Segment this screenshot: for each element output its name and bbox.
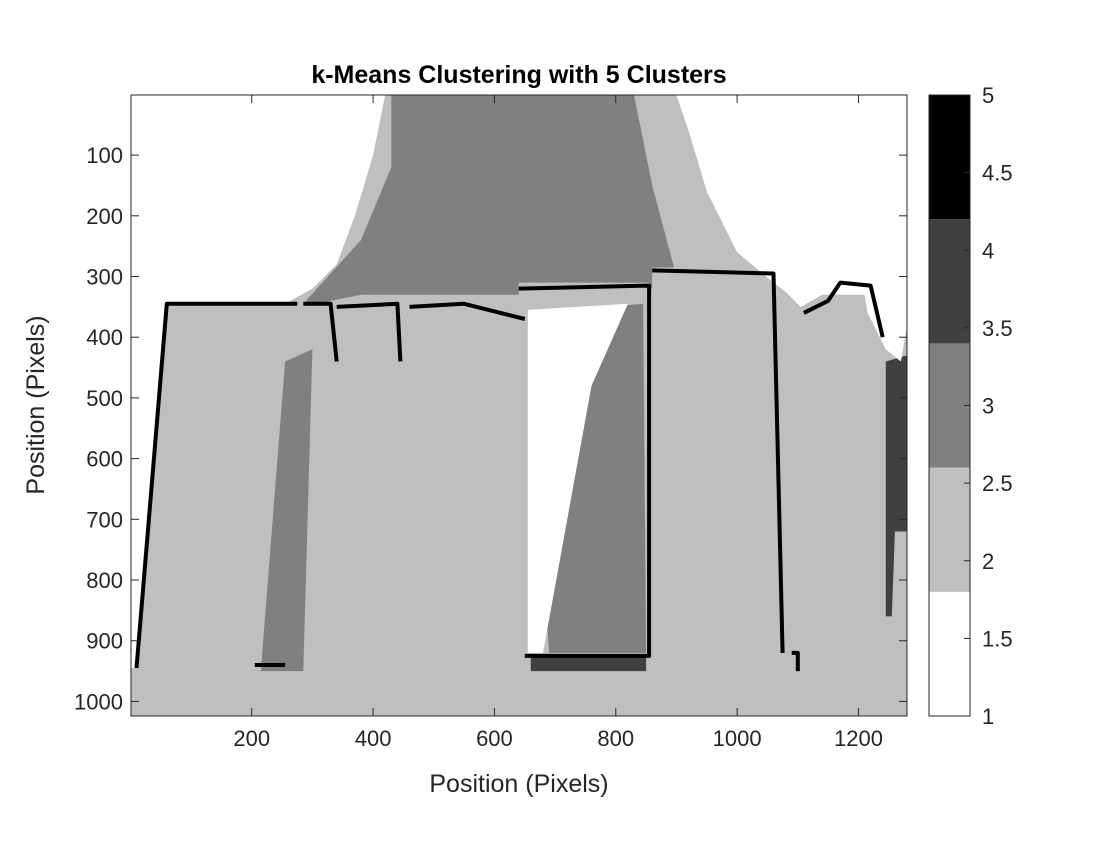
cluster-region-5 [260,349,313,672]
x-tick-label: 1200 [834,726,883,751]
cluster-region-10 [676,95,907,362]
x-tick-label: 1000 [713,726,762,751]
cluster-region-7 [527,303,628,653]
y-tick-label: 800 [86,568,123,593]
colorbar-tick-label: 3.5 [982,316,1013,341]
colorbar: 1 1.5 2 2.5 3 3.5 4 4.5 5 [928,83,1013,729]
y-axis-title: Position (Pixels) [22,315,50,494]
colorbar-segment-4 [929,219,970,344]
cluster-edge-3 [409,301,526,321]
colorbar-tick-label: 5 [982,83,994,108]
y-tick-label: 1000 [74,689,123,714]
cluster-region-0 [300,95,677,307]
cluster-edge-2 [336,301,403,362]
colorbar-tick-label: 4 [982,238,994,263]
chart-title: k-Means Clustering with 5 Clusters [311,61,726,89]
y-tick-label: 700 [86,507,123,532]
colorbar-tick-label: 1 [982,704,994,729]
cluster-edge-1 [303,301,339,362]
y-tick-label: 400 [86,325,123,350]
colorbar-segment-5 [929,95,970,220]
colorbar-tick-label: 1.5 [982,626,1013,651]
cluster-region-3 [652,267,783,653]
colorbar-tick-label: 2 [982,549,994,574]
cluster-region-8 [885,355,907,617]
x-tick-label: 800 [597,726,634,751]
cluster-edge-5 [652,268,785,653]
cluster-edge-6 [803,280,885,338]
x-axis: 200 400 600 800 1000 1200 [233,95,883,751]
colorbar-tick-label: 2.5 [982,471,1013,496]
colorbar-segment-2 [929,467,970,592]
plot-area [130,94,908,717]
y-tick-label: 300 [86,265,123,290]
x-tick-label: 200 [233,726,270,751]
cluster-region-4 [803,288,889,672]
cluster-edge-4 [518,283,652,658]
cluster-edge-8 [791,650,800,672]
cluster-region-9 [530,655,647,672]
colorbar-tick-label: 4.5 [982,161,1013,186]
y-axis: 100 200 300 400 500 600 700 800 900 1000 [74,143,907,714]
y-tick-label: 600 [86,447,123,472]
x-tick-label: 600 [476,726,513,751]
x-axis-title: Position (Pixels) [429,770,608,798]
colorbar-segment-1 [929,591,970,716]
colorbar-tick-label: 3 [982,394,994,419]
colorbar-segment-3 [929,343,970,468]
y-tick-label: 100 [86,143,123,168]
x-tick-label: 400 [355,726,392,751]
y-tick-label: 500 [86,386,123,411]
plot-content [131,95,907,716]
plot-frame [130,94,908,717]
cluster-region-11 [131,95,386,668]
y-tick-label: 900 [86,629,123,654]
cluster-edge-0 [134,301,298,669]
y-tick-label: 200 [86,204,123,229]
